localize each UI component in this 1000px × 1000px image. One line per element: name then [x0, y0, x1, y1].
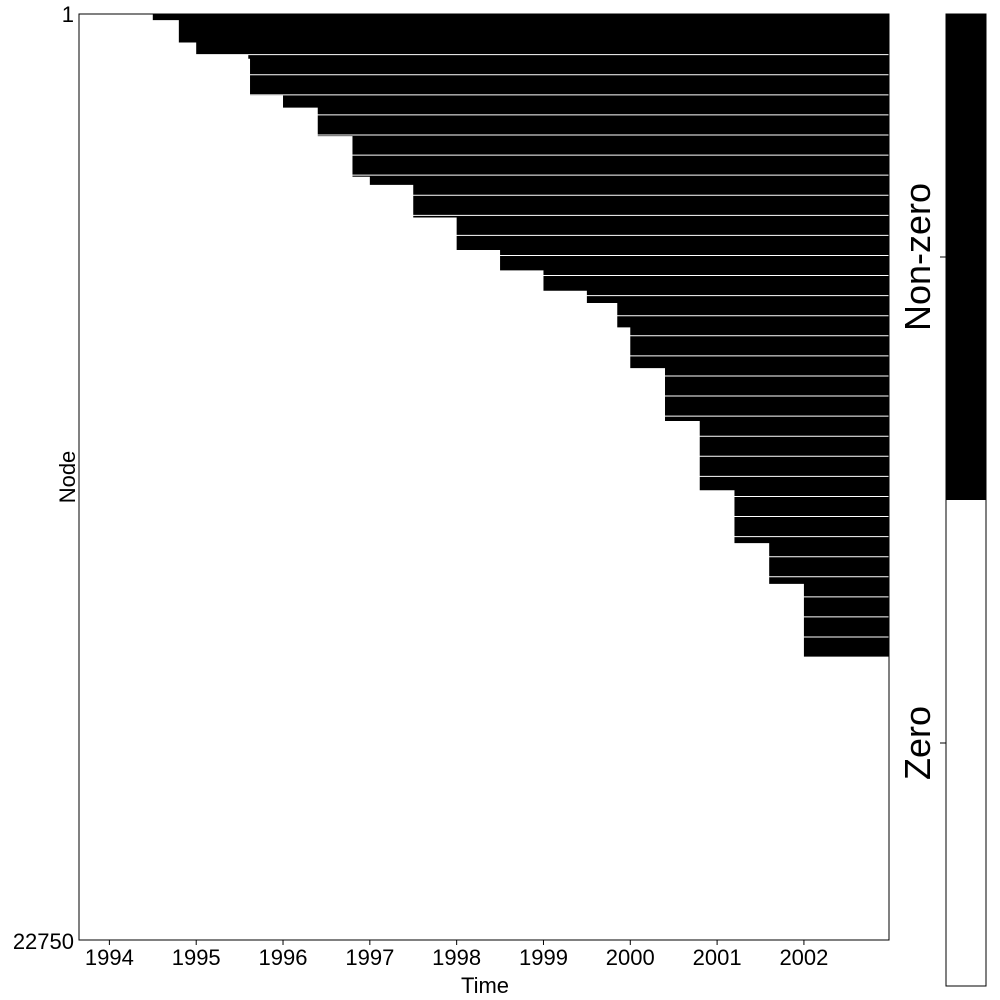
legend-zero-swatch — [946, 500, 986, 986]
x-tick-label: 1999 — [519, 945, 568, 970]
x-tick-label: 2002 — [779, 945, 828, 970]
x-tick-label: 2001 — [693, 945, 742, 970]
legend-label: Zero — [897, 706, 938, 780]
x-tick-label: 1997 — [345, 945, 394, 970]
x-axis-title: Time — [461, 973, 509, 998]
x-tick-label: 2000 — [606, 945, 655, 970]
y-axis-title: Node — [55, 451, 80, 504]
y-tick-label: 22750 — [13, 929, 74, 954]
x-tick-label: 1996 — [259, 945, 308, 970]
legend-label: Non-zero — [897, 183, 938, 331]
legend-frame — [945, 13, 987, 987]
y-tick-label: 1 — [62, 2, 74, 27]
legend-nonzero-swatch — [946, 14, 986, 500]
x-tick-label: 1998 — [432, 945, 481, 970]
x-tick-label: 1995 — [172, 945, 221, 970]
x-tick-label: 1994 — [85, 945, 134, 970]
plot-frame — [78, 13, 890, 941]
